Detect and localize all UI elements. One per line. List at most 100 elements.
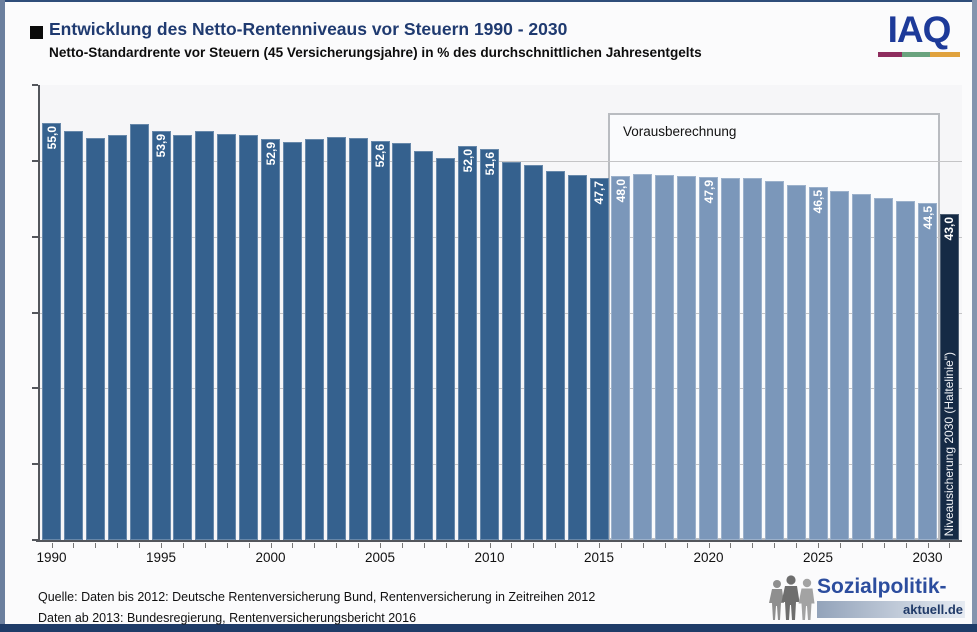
x-tick bbox=[314, 543, 316, 548]
x-tick bbox=[905, 543, 907, 548]
y-tick bbox=[32, 463, 38, 466]
x-tick-label: 2000 bbox=[255, 550, 286, 565]
iaq-underline-segment bbox=[878, 52, 902, 57]
x-tick bbox=[401, 543, 403, 548]
bar-1993 bbox=[107, 135, 127, 540]
page-subtitle: Netto-Standardrente vor Steuern (45 Vers… bbox=[49, 45, 702, 60]
bar-2012 bbox=[523, 165, 543, 540]
bar-1990: 55,0 bbox=[42, 122, 61, 540]
bar-2018 bbox=[655, 175, 675, 540]
bar-value-label: 43,0 bbox=[942, 216, 957, 241]
bar-value-label: 44,5 bbox=[920, 205, 935, 229]
x-tick bbox=[708, 543, 710, 548]
bar-value-label: 55,0 bbox=[44, 125, 59, 150]
bar-2025: 46,5 bbox=[808, 187, 828, 540]
bar-2026 bbox=[830, 191, 850, 540]
bar-value-label: 47,7 bbox=[592, 181, 606, 205]
bar-value-label: 51,6 bbox=[482, 151, 497, 176]
gridline bbox=[40, 236, 962, 238]
bar-2008 bbox=[436, 157, 456, 540]
bar-value-label: 53,9 bbox=[154, 134, 168, 158]
bar-2002 bbox=[304, 138, 324, 540]
x-tick bbox=[423, 543, 425, 548]
bar-2010: 51,6 bbox=[480, 148, 499, 540]
bar-2027 bbox=[852, 194, 872, 540]
bar-1991 bbox=[63, 131, 83, 540]
bar-2019 bbox=[677, 176, 697, 540]
gridline bbox=[40, 464, 962, 466]
aktuell-de-text: aktuell.de bbox=[903, 602, 963, 617]
x-tick bbox=[839, 543, 841, 548]
x-tick bbox=[161, 543, 162, 548]
bar-2014 bbox=[567, 175, 587, 540]
bar-value-label: 52,6 bbox=[373, 144, 387, 168]
x-tick bbox=[380, 543, 381, 548]
x-tick bbox=[139, 543, 141, 548]
x-tick bbox=[555, 543, 557, 548]
bar-2004 bbox=[348, 138, 368, 540]
bar-1999 bbox=[239, 135, 259, 540]
sozialpolitik-wordmark: Sozialpolitik- bbox=[817, 575, 947, 598]
y-tick bbox=[32, 387, 38, 390]
bar-2028 bbox=[874, 197, 894, 540]
x-tick bbox=[883, 543, 885, 548]
x-tick-label: 2025 bbox=[802, 550, 834, 565]
bar-value-label: 52,0 bbox=[460, 148, 475, 173]
x-tick bbox=[95, 543, 97, 548]
bar-1997 bbox=[195, 131, 215, 540]
x-tick bbox=[686, 543, 688, 548]
page-title: Entwicklung des Netto-Rentenniveaus vor … bbox=[49, 19, 568, 39]
bar-2020: 47,9 bbox=[699, 176, 718, 540]
x-tick bbox=[620, 543, 622, 548]
bar-1998 bbox=[217, 133, 237, 540]
bar-2001 bbox=[282, 141, 302, 540]
x-tick bbox=[927, 543, 929, 548]
x-tick bbox=[248, 543, 250, 548]
x-axis-line bbox=[36, 540, 962, 542]
frame-top bbox=[0, 0, 977, 2]
sozialpolitik-aktuell-logo: Sozialpolitik- aktuell.de bbox=[769, 575, 965, 621]
title-bullet-icon bbox=[30, 26, 43, 39]
forecast-annotation-label: Vorausberechnung bbox=[623, 124, 737, 139]
gridline bbox=[40, 312, 962, 314]
y-tick bbox=[32, 235, 38, 238]
bar-2000: 52,9 bbox=[261, 138, 280, 540]
bar-2007 bbox=[414, 150, 434, 540]
bar-2005: 52,6 bbox=[370, 141, 390, 540]
source-line-2: Daten ab 2013: Bundesregierung, Rentenve… bbox=[38, 611, 417, 625]
bar-2006 bbox=[392, 143, 412, 540]
bar-1996 bbox=[173, 135, 193, 540]
x-tick-label: 1990 bbox=[36, 550, 67, 565]
bar-value-label: 46,5 bbox=[811, 190, 825, 214]
x-tick bbox=[577, 543, 579, 548]
x-tick bbox=[358, 543, 360, 548]
x-tick bbox=[949, 543, 951, 548]
iaq-underline-segment bbox=[902, 52, 930, 57]
x-tick bbox=[270, 543, 272, 548]
y-tick bbox=[32, 84, 38, 86]
x-tick bbox=[533, 543, 535, 548]
bar-2030: 44,5 bbox=[918, 202, 937, 540]
x-tick bbox=[226, 543, 228, 548]
x-tick bbox=[599, 543, 600, 548]
bar-2011 bbox=[501, 161, 521, 540]
bar-1994 bbox=[129, 124, 149, 540]
x-tick bbox=[752, 543, 754, 548]
x-tick bbox=[511, 543, 513, 548]
frame-right bbox=[972, 0, 977, 632]
x-tick bbox=[796, 543, 798, 548]
x-tick-label: 2015 bbox=[583, 550, 615, 565]
bar-1992 bbox=[85, 138, 105, 540]
bar-2022 bbox=[742, 178, 762, 540]
x-tick bbox=[774, 543, 776, 548]
bar-2029 bbox=[896, 201, 916, 540]
aktuell-de-band: aktuell.de bbox=[817, 601, 965, 618]
bar-2017 bbox=[633, 174, 653, 540]
bar-2015: 47,7 bbox=[589, 178, 609, 540]
x-tick-label: 2005 bbox=[364, 550, 396, 565]
x-tick bbox=[292, 543, 294, 548]
x-tick-label: 1995 bbox=[145, 550, 177, 565]
bar-2024 bbox=[786, 185, 806, 540]
x-tick-label: 2020 bbox=[693, 550, 724, 565]
